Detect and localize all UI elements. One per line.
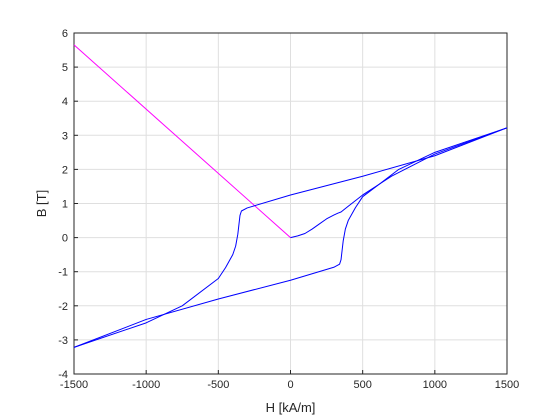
y-tick-label: 1 <box>62 199 68 211</box>
y-tick-label: -1 <box>58 267 68 279</box>
x-axis-label: H [kA/m] <box>266 400 316 415</box>
axis-ticks: -1500 -1000 -500 0 500 1000 1500 -4 -3 -2 -1 0 1 2 3 4 5… <box>58 28 519 391</box>
y-tick-label: -2 <box>58 301 68 313</box>
x-tick-label: 0 <box>287 379 293 391</box>
x-tick-label: -1000 <box>132 379 160 391</box>
y-tick-label: 4 <box>62 96 68 108</box>
x-tick-label: 1000 <box>423 379 447 391</box>
y-tick-label: 3 <box>62 130 68 142</box>
y-tick-label: -3 <box>58 335 68 347</box>
y-tick-label: -4 <box>58 369 68 381</box>
x-tick-label: 1500 <box>495 379 519 391</box>
hysteresis-curve-1 <box>290 127 508 239</box>
x-tick-label: 500 <box>353 379 371 391</box>
hysteresis-curve-3 <box>73 127 508 348</box>
x-tick-label: -1500 <box>60 379 88 391</box>
y-tick-label: 0 <box>62 233 68 245</box>
x-tick-label: -500 <box>207 379 229 391</box>
y-tick-label: 6 <box>62 28 68 40</box>
y-tick-label: 2 <box>62 164 68 176</box>
series-lines <box>73 44 508 348</box>
grid-lines <box>73 32 508 375</box>
hysteresis-curve-2 <box>73 127 508 348</box>
recoil-line <box>73 44 291 238</box>
y-tick-label: 5 <box>62 62 68 74</box>
y-axis-label: B [T] <box>34 190 49 217</box>
